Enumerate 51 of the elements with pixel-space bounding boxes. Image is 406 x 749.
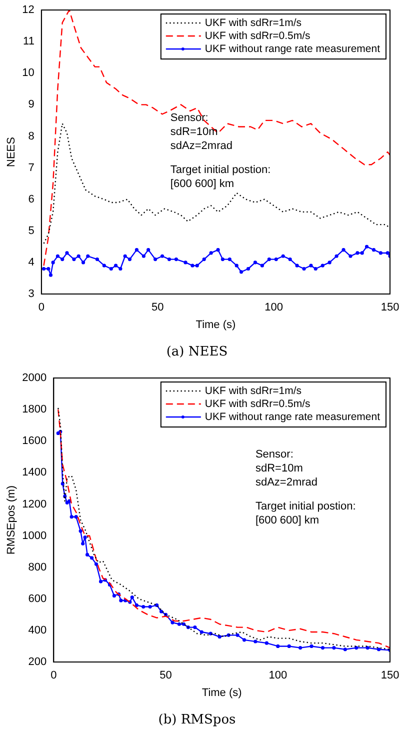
y-axis-title: RMSEpos (m) <box>6 485 18 555</box>
x-tick-label: 0 <box>50 670 57 682</box>
y-tick-label: 7 <box>28 162 34 174</box>
y-tick-label: 10 <box>22 67 34 80</box>
annotation: sdAz=2mrad <box>255 476 318 489</box>
x-axis-title: Time (s) <box>196 318 236 331</box>
y-tick-label: 1800 <box>22 404 47 416</box>
y-tick-label: 9 <box>28 98 34 111</box>
annotation: sdR=10m <box>255 462 303 475</box>
y-tick-label: 11 <box>23 36 34 48</box>
y-tick-label: 1400 <box>22 466 47 479</box>
y-axis-title: NEES <box>6 137 18 167</box>
y-tick-label: 2000 <box>22 372 47 384</box>
x-tick-label: 0 <box>38 302 44 314</box>
line-series <box>43 10 390 266</box>
text: (b) RMSpos <box>158 712 236 728</box>
annotation: [600 600] km <box>170 178 234 190</box>
x-tick-label: 100 <box>264 302 283 314</box>
annotation: Sensor: <box>170 112 208 124</box>
x-tick-label: 150 <box>380 670 400 682</box>
x-tick-label: 50 <box>160 670 172 682</box>
y-tick-label: 8 <box>28 130 34 142</box>
annotation: sdR=10m <box>170 126 218 138</box>
annotation: sdAz=2mrad <box>170 140 232 152</box>
annotation: [600 600] km <box>255 514 320 527</box>
x-tick-label: 150 <box>380 302 400 314</box>
legend-label: UKF with sdRr=0.5m/s <box>204 30 310 42</box>
legend-label: UKF without range rate measurement <box>204 42 380 55</box>
y-tick-label: 600 <box>28 592 47 605</box>
y-tick-label: 12 <box>22 4 34 16</box>
y-tick-label: 400 <box>28 624 47 636</box>
y-tick-label: 3 <box>28 288 34 300</box>
legend-label: UKF without range rate measurement <box>204 410 380 423</box>
legend-label: UKF with sdRr=1m/s <box>204 16 302 29</box>
y-tick-label: 1000 <box>22 530 47 542</box>
annotation: Target initial postion: <box>255 500 356 513</box>
y-tick-label: 1600 <box>22 435 47 448</box>
x-tick-label: 50 <box>152 302 164 314</box>
x-axis-title: Time (s) <box>202 686 242 699</box>
legend-label: UKF with sdRr=1m/s <box>204 384 302 397</box>
annotation: Sensor: <box>255 448 294 461</box>
y-tick-label: 1200 <box>22 498 47 510</box>
y-tick-label: 4 <box>28 256 34 268</box>
y-tick-label: 200 <box>28 656 47 668</box>
legend-label: UKF with sdRr=0.5m/s <box>204 398 310 410</box>
y-tick-label: 5 <box>28 224 34 237</box>
text: (a) NEES <box>166 344 228 360</box>
y-tick-label: 6 <box>28 193 34 206</box>
annotation: Target initial postion: <box>170 164 271 176</box>
x-tick-label: 100 <box>268 670 288 682</box>
y-tick-label: 800 <box>28 561 47 574</box>
